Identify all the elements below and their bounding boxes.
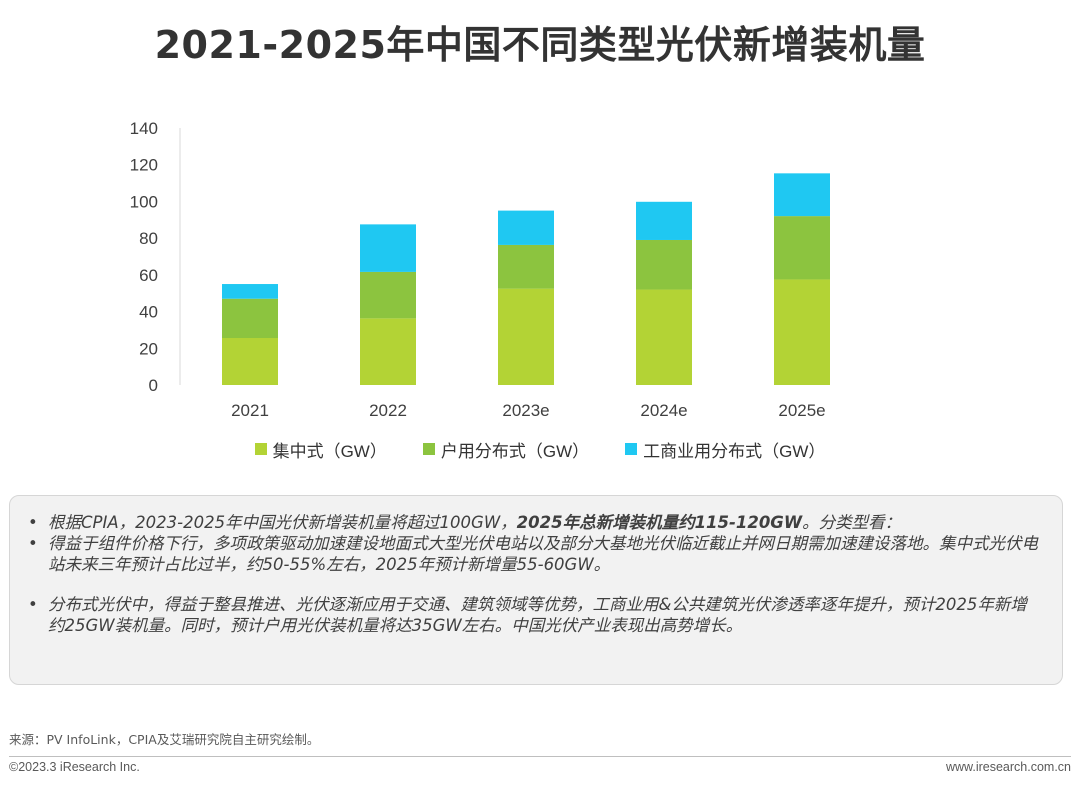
y-tick-label: 0 — [149, 376, 158, 395]
x-axis-labels: 2021 2022 2023e 2024e 2025e — [231, 401, 826, 420]
footer-divider — [9, 756, 1071, 757]
note-2-text: 得益于组件价格下行，多项政策驱动加速建设地面式大型光伏电站以及部分大基地光伏临近… — [48, 534, 1038, 574]
bar-2023e-series-3 — [498, 210, 554, 245]
legend-label: 集中式（GW） — [272, 441, 387, 461]
y-tick-label: 20 — [139, 339, 158, 358]
legend-label: 工商业用分布式（GW） — [643, 441, 826, 461]
bar-2021-series-1 — [222, 338, 278, 385]
chart-legend: 集中式（GW） 户用分布式（GW） 工商业用分布式（GW） — [0, 436, 1080, 462]
x-tick-label: 2025e — [778, 401, 825, 420]
legend-swatch — [254, 443, 267, 455]
legend-label: 户用分布式（GW） — [440, 441, 590, 461]
x-tick-label: 2022 — [369, 401, 407, 420]
bar-2023e-series-2 — [498, 244, 554, 289]
bar-2022-series-1 — [360, 318, 416, 385]
page-title: 2021-2025年中国不同类型光伏新增装机量 — [154, 23, 926, 67]
y-tick-label: 40 — [139, 303, 158, 322]
bar-2024e-series-1 — [636, 289, 692, 385]
y-axis-labels: 0 20 40 60 80 100 120 140 — [130, 119, 158, 395]
note-item-3: • 分布式光伏中，得益于整县推进、光伏逐渐应用于交通、建筑领域等优势，工商业用&… — [28, 594, 1042, 636]
bar-2023e-series-1 — [498, 288, 554, 385]
legend-swatch — [625, 443, 638, 455]
legend-item-1: 集中式（GW） — [254, 437, 387, 462]
bullet-icon: • — [28, 595, 38, 614]
note-item-2: • 得益于组件价格下行，多项政策驱动加速建设地面式大型光伏电站以及部分大基地光伏… — [28, 533, 1042, 575]
bar-2025e-series-2 — [774, 216, 830, 280]
y-tick-label: 100 — [130, 192, 158, 211]
x-tick-label: 2023e — [502, 401, 549, 420]
bar-2021-series-3 — [222, 284, 278, 299]
note-1-text: 根据CPIA，2023-2025年中国光伏新增装机量将超过100GW， — [48, 513, 517, 532]
bar-2022-series-2 — [360, 271, 416, 319]
bullet-icon: • — [28, 513, 38, 532]
note-1-bold: 2025年总新增装机量约115-120GW — [516, 513, 803, 532]
bars — [222, 173, 830, 385]
note-3-text: 分布式光伏中，得益于整县推进、光伏逐渐应用于交通、建筑领域等优势，工商业用&公共… — [48, 595, 1027, 635]
bar-2024e-series-2 — [636, 239, 692, 290]
copyright: ©2023.3 iResearch Inc. — [9, 760, 140, 774]
y-tick-label: 140 — [130, 119, 158, 138]
bar-2024e-series-3 — [636, 201, 692, 240]
bar-2025e-series-1 — [774, 279, 830, 385]
bar-2021-series-2 — [222, 298, 278, 339]
notes-box: • 根据CPIA，2023-2025年中国光伏新增装机量将超过100GW，202… — [9, 495, 1063, 685]
bullet-icon: • — [28, 534, 38, 553]
bar-2025e-series-3 — [774, 173, 830, 217]
y-tick-label: 60 — [139, 266, 158, 285]
x-tick-label: 2021 — [231, 401, 269, 420]
note-1-tail: 。分类型看： — [802, 513, 902, 532]
legend-item-2: 户用分布式（GW） — [422, 437, 590, 462]
legend-item-3: 工商业用分布式（GW） — [625, 437, 825, 462]
note-item-1: • 根据CPIA，2023-2025年中国光伏新增装机量将超过100GW，202… — [28, 512, 1042, 533]
legend-swatch — [422, 443, 435, 455]
y-tick-label: 80 — [139, 229, 158, 248]
y-tick-label: 120 — [130, 156, 158, 175]
source-note: 来源：PV InfoLink，CPIA及艾瑞研究院自主研究绘制。 — [9, 732, 320, 747]
bar-2022-series-3 — [360, 224, 416, 272]
x-tick-label: 2024e — [640, 401, 687, 420]
website-link[interactable]: www.iresearch.com.cn — [945, 760, 1071, 774]
